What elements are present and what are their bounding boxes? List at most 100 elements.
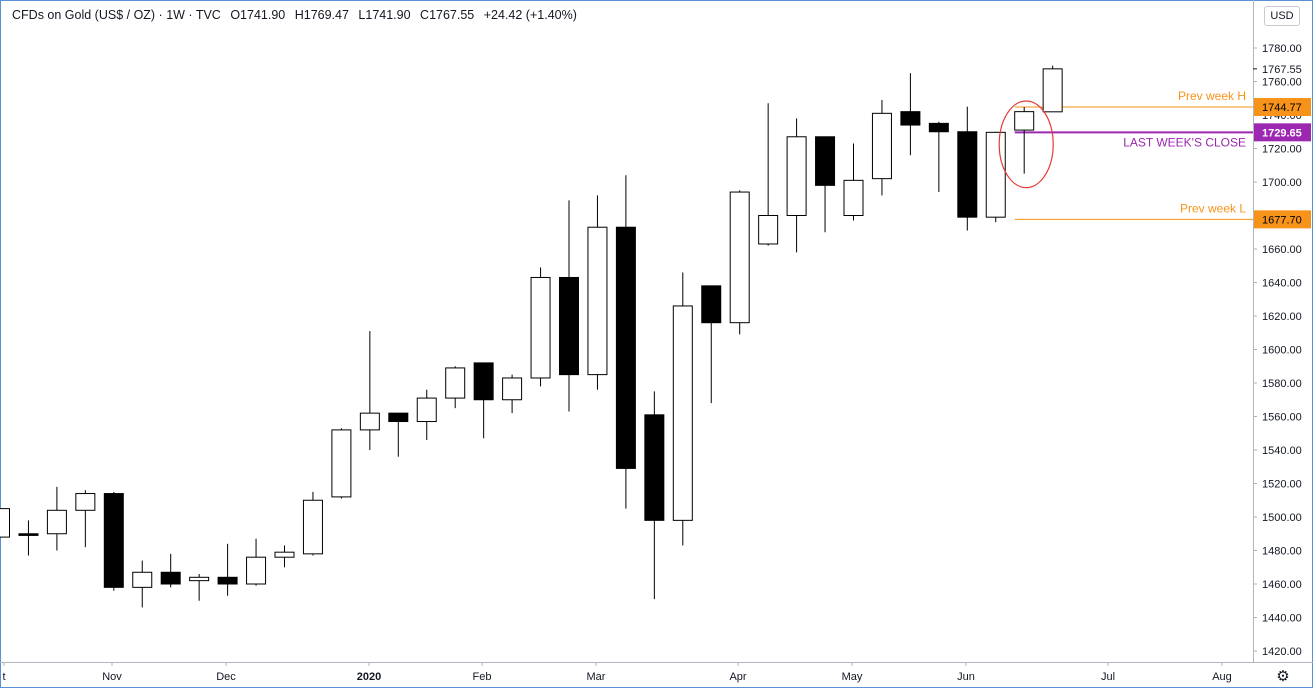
candle bbox=[957, 106, 978, 231]
y-tick-label: 1520.00 bbox=[1262, 479, 1302, 491]
candle-body bbox=[985, 131, 1006, 218]
candle bbox=[103, 491, 124, 591]
currency-button[interactable]: USD bbox=[1264, 6, 1300, 26]
price-label-badge bbox=[1254, 98, 1311, 117]
candle bbox=[416, 389, 437, 440]
y-tick-label: 1540.00 bbox=[1262, 445, 1302, 457]
y-tick-label: 1480.00 bbox=[1262, 546, 1302, 558]
candle bbox=[900, 73, 921, 156]
price-label: 1677.70 bbox=[1262, 214, 1302, 226]
x-tick-label: Jun bbox=[957, 671, 975, 683]
candle-body bbox=[957, 131, 978, 218]
candle-body bbox=[900, 111, 921, 126]
candle-body bbox=[132, 571, 153, 588]
candle bbox=[815, 136, 836, 233]
candle-body bbox=[0, 508, 10, 538]
legend-low: L1741.90 bbox=[358, 8, 411, 22]
candle bbox=[388, 412, 409, 457]
x-tick-label: Dec bbox=[216, 671, 236, 683]
candle bbox=[473, 362, 494, 439]
candle bbox=[615, 175, 636, 509]
y-tick-label: 1760.00 bbox=[1262, 77, 1302, 89]
candle-body bbox=[18, 533, 39, 536]
candle bbox=[871, 99, 892, 196]
candle bbox=[985, 131, 1006, 223]
price-label-badge bbox=[1254, 123, 1311, 142]
price-label-badge bbox=[1254, 210, 1311, 229]
annotation-label: Prev week H bbox=[1178, 89, 1246, 103]
candle-body bbox=[473, 362, 494, 401]
candle-body bbox=[729, 191, 750, 324]
candle bbox=[302, 491, 323, 556]
x-tick-label: Aug bbox=[1212, 671, 1232, 683]
candle-body bbox=[416, 397, 437, 423]
highlight-circle bbox=[998, 100, 1054, 189]
price-label: 1767.55 bbox=[1262, 64, 1302, 76]
y-tick-label: 1780.00 bbox=[1262, 43, 1302, 55]
candle-body bbox=[758, 215, 779, 245]
candle-body bbox=[445, 367, 466, 399]
annotation-label: Prev week L bbox=[1180, 201, 1246, 215]
candle-body bbox=[46, 509, 67, 535]
candle bbox=[843, 143, 864, 221]
y-tick-label: 1660.00 bbox=[1262, 244, 1302, 256]
candle-body bbox=[246, 556, 267, 585]
legend-high: H1769.47 bbox=[294, 8, 349, 22]
candle bbox=[530, 267, 551, 387]
candle bbox=[46, 486, 67, 551]
candle-body bbox=[1014, 111, 1035, 131]
y-tick-label: 1720.00 bbox=[1262, 144, 1302, 156]
annotation-label: LAST WEEK'S CLOSE bbox=[1123, 135, 1246, 149]
candle bbox=[189, 573, 210, 601]
candle bbox=[701, 285, 722, 404]
candle bbox=[359, 331, 380, 450]
y-tick-label: 1640.00 bbox=[1262, 278, 1302, 290]
x-tick-label: Feb bbox=[473, 671, 492, 683]
x-tick-label: May bbox=[842, 671, 863, 683]
y-tick-label: 1600.00 bbox=[1262, 345, 1302, 357]
candle-body bbox=[928, 122, 949, 133]
legend-change: +24.42 (+1.40%) bbox=[483, 8, 577, 22]
candle bbox=[18, 520, 39, 556]
y-tick-label: 1420.00 bbox=[1262, 646, 1302, 658]
x-tick-label: Mar bbox=[587, 671, 606, 683]
candle-body bbox=[359, 412, 380, 431]
candle-body bbox=[786, 136, 807, 216]
candle bbox=[75, 490, 96, 548]
candle-body bbox=[587, 226, 608, 376]
price-label: 1729.65 bbox=[1262, 127, 1302, 139]
candle-body bbox=[1042, 68, 1063, 113]
candle-body bbox=[672, 305, 693, 521]
candle-body bbox=[530, 276, 551, 379]
candle bbox=[274, 545, 295, 568]
candle-body bbox=[302, 499, 323, 555]
x-tick-label: Jul bbox=[1101, 671, 1115, 683]
candle bbox=[445, 366, 466, 409]
price-label: 1744.77 bbox=[1262, 102, 1302, 114]
candle-body bbox=[644, 414, 665, 521]
x-tick-label: Apr bbox=[729, 671, 746, 683]
candle-body bbox=[274, 551, 295, 558]
candle bbox=[644, 391, 665, 600]
candle bbox=[246, 538, 267, 586]
candle-body bbox=[331, 429, 352, 498]
candle-body bbox=[103, 493, 124, 588]
candle bbox=[217, 543, 238, 596]
candle bbox=[729, 190, 750, 335]
candle bbox=[786, 118, 807, 253]
y-tick-label: 1580.00 bbox=[1262, 378, 1302, 390]
gear-icon[interactable]: ⚙ bbox=[1276, 668, 1290, 685]
symbol-legend: CFDs on Gold (US$ / OZ) · 1W · TVC O1741… bbox=[12, 8, 583, 22]
candle bbox=[587, 195, 608, 390]
legend-open: O1741.90 bbox=[230, 8, 286, 22]
candle-body bbox=[843, 179, 864, 216]
x-tick-label: t bbox=[2, 671, 5, 683]
y-tick-label: 1700.00 bbox=[1262, 177, 1302, 189]
candle bbox=[331, 428, 352, 499]
candle-body bbox=[388, 412, 409, 423]
candle-body bbox=[217, 576, 238, 585]
candle-body bbox=[615, 226, 636, 469]
candle-body bbox=[559, 276, 579, 376]
